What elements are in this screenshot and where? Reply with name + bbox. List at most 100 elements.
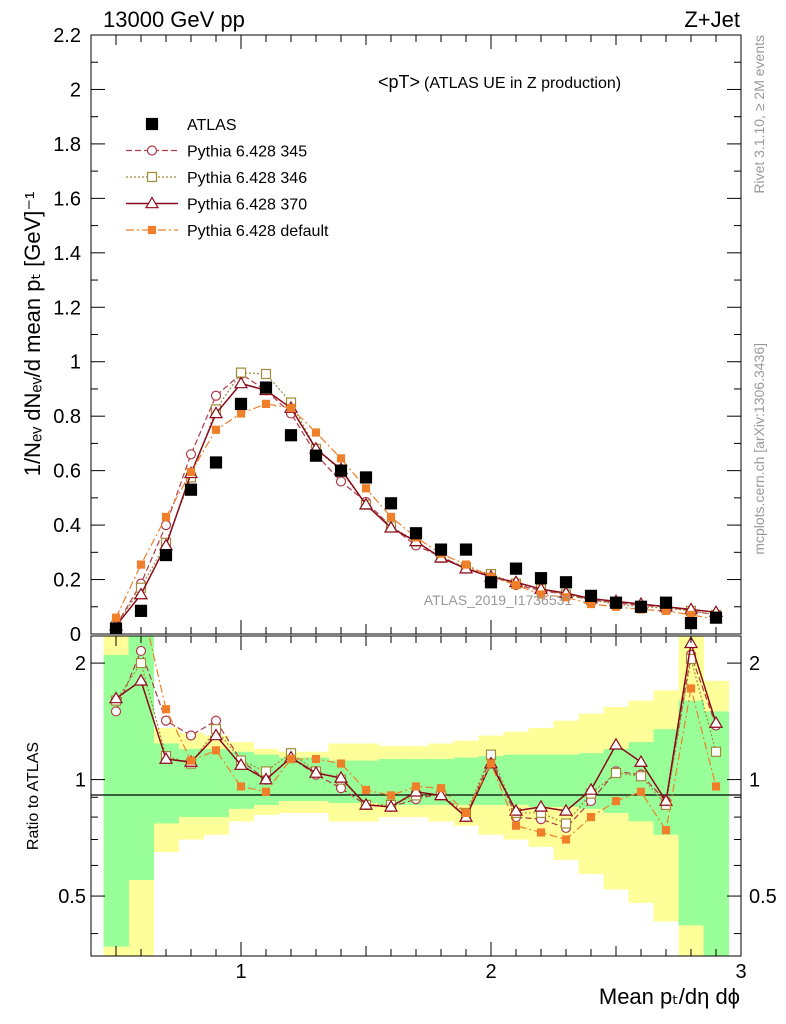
top-line-p346: [115, 372, 717, 627]
ratio-point-p345-2: [160, 715, 172, 726]
atlas-point-16: [509, 562, 523, 575]
ratio-point-p370-16: [508, 803, 524, 816]
ratio-point-p370-24: [708, 715, 724, 728]
ratio-point-pdef-5: [236, 782, 246, 791]
top-ytick-label-9: 1.8: [53, 134, 81, 156]
ratio-point-pdef-22: [661, 826, 671, 835]
atlas-point-9: [334, 464, 348, 477]
atlas-point-13: [434, 543, 448, 556]
atlas-point-5: [234, 397, 248, 411]
top-ytick-label-6: 1.2: [53, 297, 81, 319]
atlas-point-23: [684, 617, 698, 630]
ratio-ytick-label-left-2: 2: [75, 653, 86, 675]
ratio-point-p370-12: [408, 784, 424, 797]
ratio-point-p370-22: [658, 793, 674, 806]
band-inner-18: [553, 754, 579, 807]
plot-title-main: <pT>: [378, 72, 420, 92]
ratio-point-p370-18: [558, 803, 574, 816]
top-series-layer: [108, 367, 724, 634]
atlas-point-17: [534, 572, 548, 585]
atlas-point-18: [559, 576, 573, 589]
top-ylabel-text: 1/Nₑᵥ dNₑᵥ/d mean pₜ [GeV]⁻¹: [20, 192, 45, 477]
top-ytick-label-0: 0: [70, 624, 81, 646]
mcplots-label: mcplots.cern.ch [arXiv:1306.3436]: [751, 343, 767, 555]
legend-marker-atlas: [145, 117, 159, 131]
ratio-point-p346-24: [710, 746, 722, 757]
process-label: Z+Jet: [684, 7, 740, 32]
top-point-pdef-16: [511, 580, 521, 590]
top-point-pdef-2: [161, 512, 171, 522]
top-point-pdef-18: [561, 593, 571, 602]
atlas-point-12: [409, 527, 423, 540]
legend-label-atlas: ATLAS: [187, 117, 237, 134]
ratio-axes: 0.5 0.5 1 1 2 2 1 2 3: [58, 636, 777, 983]
ratio-point-p370-8: [308, 765, 324, 778]
ratio-point-pdef-14: [461, 808, 471, 818]
top-ytick-label-4: 0.8: [53, 406, 81, 428]
band-inner-21: [628, 742, 654, 822]
rivet-label: Rivet 3.1.10, ≥ 2M events: [751, 35, 767, 194]
band-inner-23: [678, 700, 704, 926]
side-label-top: Rivet 3.1.10, ≥ 2M events: [751, 35, 767, 194]
top-ylabel: 1/Nₑᵥ dNₑᵥ/d mean pₜ [GeV]⁻¹: [20, 192, 45, 477]
ratio-ylabel-text: Ratio to ATLAS: [25, 742, 42, 850]
ratio-point-pdef-24: [711, 782, 721, 791]
top-ytick-label-3: 0.6: [53, 461, 81, 483]
band-inner-17: [528, 754, 554, 807]
ratio-point-p370-1: [133, 673, 149, 686]
atlas-point-24: [709, 611, 723, 624]
ratio-point-pdef-16: [511, 821, 521, 830]
top-point-pdef-6: [261, 399, 271, 409]
top-point-p370-1: [133, 587, 149, 600]
top-point-p345-2: [160, 519, 172, 531]
ratio-ytick-label-right-0: 0.5: [749, 886, 777, 908]
top-point-pdef-3: [186, 467, 196, 477]
atlas-point-10: [359, 471, 373, 484]
atlas-point-4: [209, 456, 223, 469]
atlas-point-8: [309, 449, 323, 462]
ratio-point-pdef-15: [486, 759, 496, 768]
ratio-point-pdef-3: [186, 756, 196, 765]
ratio-point-pdef-21: [636, 787, 646, 796]
ratio-point-p370-9: [333, 770, 349, 783]
top-point-p345-4: [210, 390, 222, 401]
legend-label-pdef: Pythia 6.428 default: [187, 223, 329, 240]
atlas-point-21: [634, 600, 648, 613]
top-ytick-label-7: 1.4: [53, 243, 81, 265]
ratio-point-pdef-13: [436, 784, 446, 793]
ratio-point-pdef-18: [561, 835, 571, 844]
xtick-label-0: 1: [235, 961, 246, 983]
atlas-point-7: [284, 429, 298, 442]
top-point-pdef-5: [236, 409, 246, 418]
top-ytick-label-1: 0.2: [53, 570, 81, 592]
ratio-point-p345-3: [185, 730, 197, 741]
ratio-point-pdef-19: [586, 812, 596, 822]
top-line-p345: [115, 373, 717, 627]
top-point-p346-6: [260, 368, 272, 380]
ratio-point-p370-6: [258, 772, 274, 785]
ratio-point-p370-10: [358, 797, 374, 810]
top-ytick-label-8: 1.6: [53, 188, 81, 210]
top-point-pdef-17: [536, 590, 546, 599]
plot-title-sub: (ATLAS UE in Z production): [424, 75, 621, 92]
ratio-point-p370-11: [383, 799, 399, 812]
ratio-point-p370-17: [533, 799, 549, 812]
legend-label-p370: Pythia 6.428 370: [187, 197, 307, 214]
atlas-point-22: [659, 596, 673, 609]
ratio-point-pdef-10: [361, 785, 371, 795]
legend-label-p346: Pythia 6.428 346: [187, 170, 307, 187]
ratio-ytick-label-left-1: 1: [75, 770, 86, 792]
top-axes: 0 0.2 0.4 0.6 0.8 1 1.2 1.4 1.6 1.8 2 2.2: [53, 25, 742, 646]
atlas-point-3: [184, 483, 198, 496]
ratio-point-p370-13: [433, 788, 449, 801]
ratio-point-pdef-8: [311, 754, 321, 764]
ratio-point-p370-5: [233, 757, 249, 770]
side-label-bottom: mcplots.cern.ch [arXiv:1306.3436]: [751, 343, 767, 555]
band-inner-1: [128, 636, 154, 881]
energy-label: 13000 GeV pp: [103, 7, 245, 32]
ratio-bands: [103, 636, 729, 956]
top-point-p370-11: [383, 520, 399, 533]
top-ytick-label-2: 0.4: [53, 515, 81, 537]
top-point-pdef-0: [111, 613, 121, 622]
